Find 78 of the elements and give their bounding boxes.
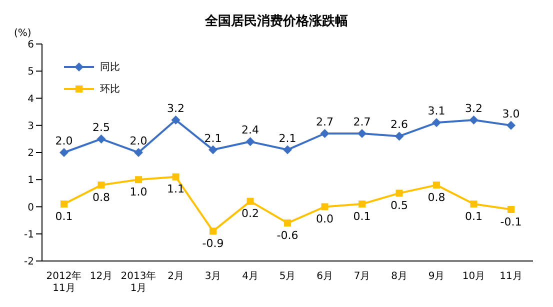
point <box>135 176 142 184</box>
x-tick-label: 4月 <box>242 271 258 282</box>
y-tick-label: 0 <box>28 202 34 214</box>
point <box>96 134 106 144</box>
data-label: -0.6 <box>276 228 298 242</box>
x-tick-label: 3月 <box>204 271 222 282</box>
data-label: 3.0 <box>502 107 520 120</box>
point <box>358 200 366 208</box>
point <box>506 120 516 130</box>
point <box>396 190 403 197</box>
data-label: 0.8 <box>428 190 446 204</box>
y-tick-label: 2 <box>28 148 34 160</box>
point <box>394 132 404 141</box>
point <box>98 182 105 189</box>
point <box>284 220 291 227</box>
data-label: 0.0 <box>316 212 334 226</box>
x-tick-label: 5月 <box>279 271 296 282</box>
data-label: 3.1 <box>428 104 446 118</box>
x-tick-label: 6月 <box>316 271 333 282</box>
point <box>469 115 478 124</box>
y-tick-label: -1 <box>24 229 34 240</box>
x-tick-label: 9月 <box>428 271 445 282</box>
y-tick-label: 4 <box>28 94 34 105</box>
y-tick-label: 6 <box>28 40 34 51</box>
x-tick-label: 12月 <box>90 271 113 282</box>
y-tick-label: 1 <box>28 175 34 186</box>
point <box>210 228 216 235</box>
x-tick-label: 8月 <box>391 271 408 282</box>
point <box>60 200 68 208</box>
x-tick-label: 2月 <box>168 271 184 282</box>
point <box>283 145 292 154</box>
data-label: 2.7 <box>353 116 371 129</box>
x-tick-label: 7月 <box>354 271 370 282</box>
point <box>470 200 478 208</box>
point <box>60 148 68 157</box>
data-label: 0.1 <box>465 210 482 223</box>
data-label: 2.4 <box>242 124 259 137</box>
point <box>246 198 254 205</box>
data-label: 0.5 <box>390 198 408 212</box>
x-tick-label: 2013年 1月 <box>120 270 156 294</box>
point <box>171 115 180 124</box>
data-label: -0.9 <box>202 236 224 250</box>
y-tick-label: 3 <box>28 120 34 132</box>
data-label: 0.2 <box>242 207 259 220</box>
point <box>134 148 143 157</box>
data-label: 2.7 <box>316 116 334 129</box>
y-tick-label: -2 <box>24 256 34 268</box>
data-label: 2.6 <box>390 118 408 132</box>
data-label: 2.1 <box>204 132 222 145</box>
point <box>358 129 366 138</box>
legend-label: 环比 <box>100 82 120 96</box>
data-label: 1.0 <box>130 185 148 198</box>
x-tick-label: 11月 <box>500 271 522 282</box>
data-label: 0.8 <box>92 190 110 204</box>
data-label: -0.1 <box>500 215 522 228</box>
point <box>321 203 328 210</box>
y-tick-label: 5 <box>28 66 34 78</box>
point <box>508 206 514 213</box>
point <box>246 137 255 146</box>
point <box>433 182 440 189</box>
chart-title: 全国居民消费价格涨跌幅 <box>205 14 348 29</box>
data-label: 2.1 <box>278 132 296 145</box>
data-label: 2.0 <box>55 134 73 148</box>
point <box>320 129 330 138</box>
data-label: 2.5 <box>92 120 110 134</box>
point <box>432 118 441 128</box>
data-label: 1.1 <box>167 182 184 196</box>
data-label: 2.0 <box>130 134 148 148</box>
x-tick-label: 10月 <box>462 271 486 282</box>
data-label: 3.2 <box>167 102 184 115</box>
data-label: 0.1 <box>353 210 371 223</box>
point <box>172 173 180 180</box>
y-axis-title: (%) <box>14 28 32 39</box>
legend-label: 同比 <box>100 60 120 74</box>
point <box>208 145 218 154</box>
x-tick-label: 2012年 11月 <box>46 270 82 294</box>
data-label: 3.2 <box>465 102 482 115</box>
data-label: 0.1 <box>55 210 73 223</box>
